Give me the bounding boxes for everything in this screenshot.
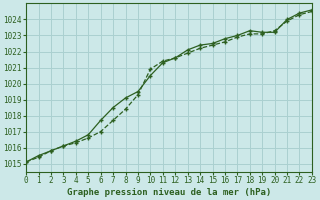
X-axis label: Graphe pression niveau de la mer (hPa): Graphe pression niveau de la mer (hPa) (67, 188, 271, 197)
